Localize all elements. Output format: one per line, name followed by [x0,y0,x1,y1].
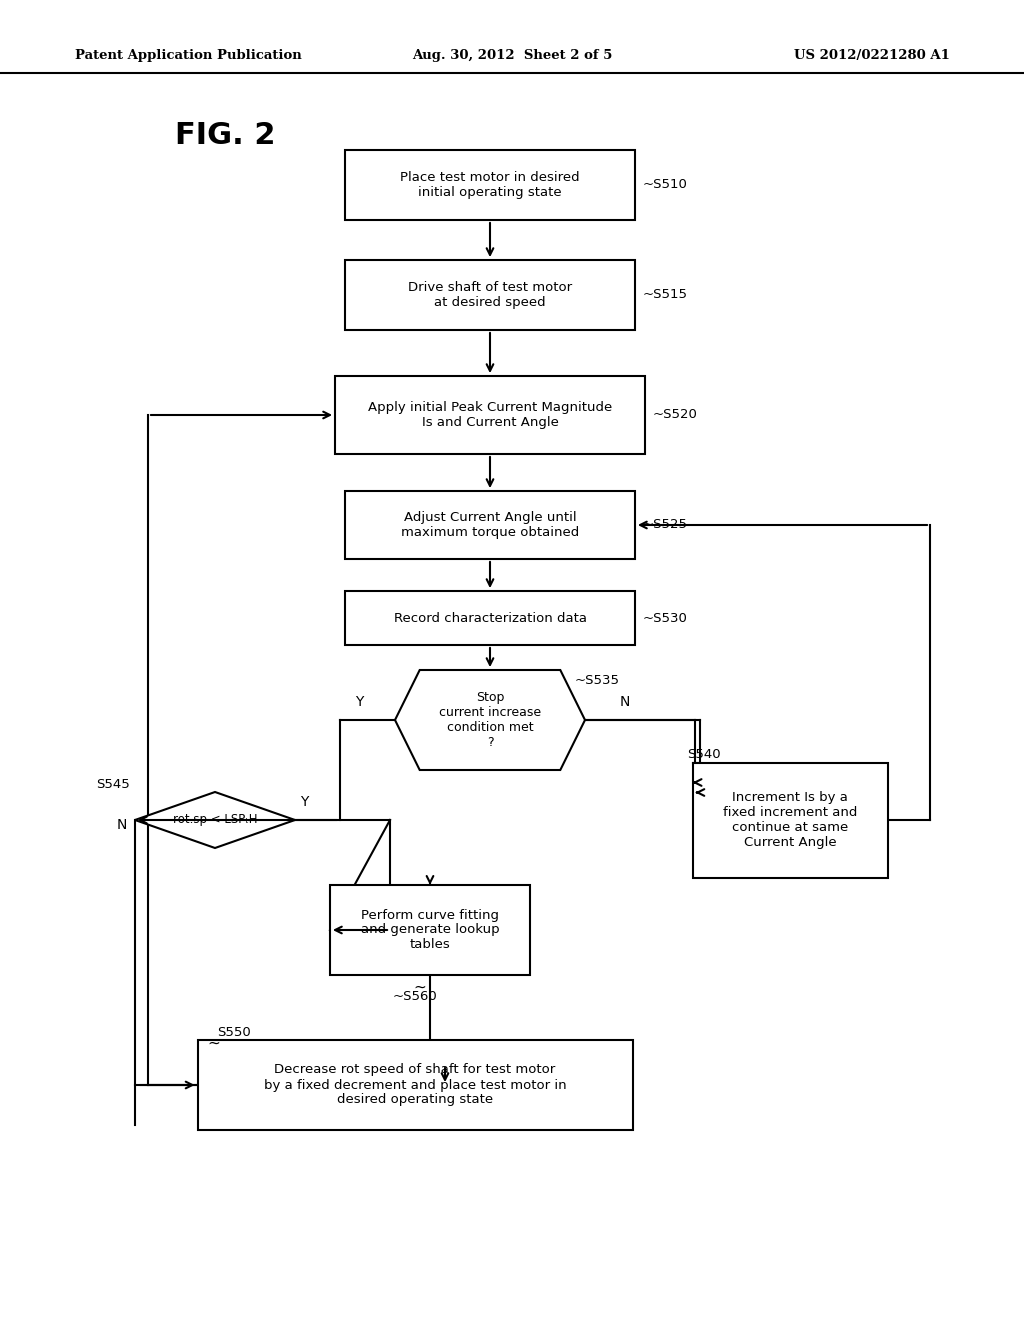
Text: ~S535: ~S535 [575,673,620,686]
Text: US 2012/0221280 A1: US 2012/0221280 A1 [795,49,950,62]
Text: ~S525: ~S525 [643,519,688,532]
Text: N: N [117,818,127,832]
Polygon shape [135,792,295,847]
Text: Drive shaft of test motor
at desired speed: Drive shaft of test motor at desired spe… [408,281,572,309]
Text: ~S520: ~S520 [653,408,698,421]
Text: Increment Is by a
fixed increment and
continue at same
Current Angle: Increment Is by a fixed increment and co… [723,791,857,849]
Text: FIG. 2: FIG. 2 [175,120,275,149]
Text: ~: ~ [208,1035,220,1051]
Bar [345,150,635,220]
Bar [345,591,635,645]
Polygon shape [395,671,585,770]
Text: ~S515: ~S515 [643,289,688,301]
Text: rot.sp < LSPₜH: rot.sp < LSPₜH [173,813,257,826]
Text: Patent Application Publication: Patent Application Publication [75,49,302,62]
Text: S545: S545 [96,779,130,792]
Text: Adjust Current Angle until
maximum torque obtained: Adjust Current Angle until maximum torqu… [400,511,580,539]
Bar [330,884,530,975]
Text: Decrease rot speed of shaft for test motor
by a fixed decrement and place test m: Decrease rot speed of shaft for test mot… [264,1064,566,1106]
Text: Stop
current increase
condition met
?: Stop current increase condition met ? [439,690,541,748]
Bar [345,491,635,558]
Text: Perform curve fitting
and generate lookup
tables: Perform curve fitting and generate looku… [360,908,500,952]
Text: Y: Y [355,696,364,709]
Text: ~S530: ~S530 [643,611,688,624]
Bar [198,1040,633,1130]
Text: ~S510: ~S510 [643,178,688,191]
Text: Y: Y [300,795,308,809]
Bar [345,260,635,330]
Text: Record characterization data: Record characterization data [393,611,587,624]
Bar [335,376,645,454]
Text: Aug. 30, 2012  Sheet 2 of 5: Aug. 30, 2012 Sheet 2 of 5 [412,49,612,62]
Text: S550: S550 [217,1027,251,1040]
Bar [692,763,888,878]
Text: Apply initial Peak Current Magnitude
Is and Current Angle: Apply initial Peak Current Magnitude Is … [368,401,612,429]
Text: ~: ~ [414,979,426,994]
Text: ~S560: ~S560 [392,990,437,1003]
Text: S540: S540 [687,748,721,762]
Text: N: N [620,696,631,709]
Text: Place test motor in desired
initial operating state: Place test motor in desired initial oper… [400,172,580,199]
